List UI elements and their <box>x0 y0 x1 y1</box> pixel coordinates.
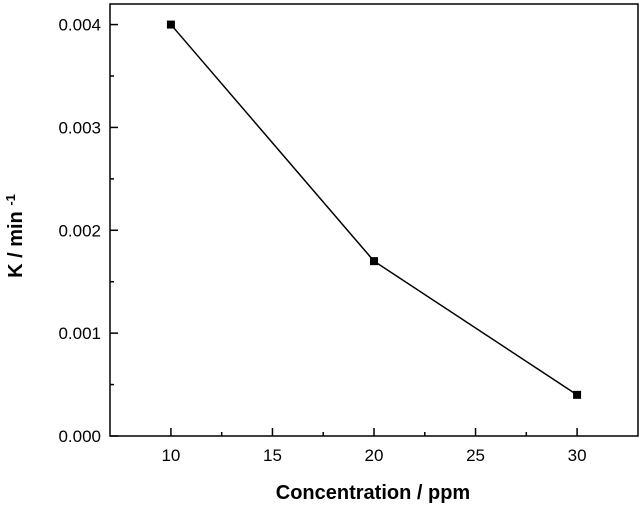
x-tick-label: 15 <box>263 446 282 465</box>
x-tick-label: 30 <box>568 446 587 465</box>
x-tick-label: 10 <box>161 446 180 465</box>
y-tick-label: 0.000 <box>58 427 101 446</box>
plot-frame <box>109 3 639 437</box>
data-point <box>370 257 378 266</box>
series-line <box>170 24 578 396</box>
y-axis-title-superscript: -1 <box>3 194 18 206</box>
y-tick-label: 0.004 <box>58 16 101 35</box>
x-tick-label: 20 <box>365 446 384 465</box>
y-tick-label: 0.003 <box>58 118 101 137</box>
y-axis-title-main: K / min <box>5 211 27 278</box>
data-point <box>166 20 175 29</box>
data-point <box>573 390 582 399</box>
y-axis-title: K / min -1 <box>3 194 28 278</box>
x-tick-label: 25 <box>466 446 485 465</box>
data-layer <box>166 20 582 399</box>
y-tick-label: 0.002 <box>58 221 101 240</box>
ticks-layer: 10 15 20 25 30 0.000 0.001 0.002 0.003 0.004 <box>58 16 586 465</box>
x-axis-title: Concentration / ppm <box>276 482 470 504</box>
y-tick-label: 0.001 <box>58 324 101 343</box>
